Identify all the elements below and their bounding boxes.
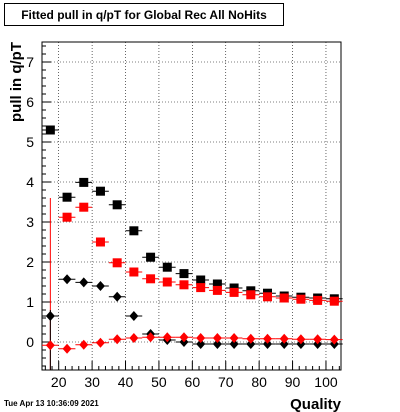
data-point <box>146 274 156 284</box>
data-point <box>112 258 122 268</box>
chart-title: Fitted pull in q/pT for Global Rec All N… <box>4 3 284 26</box>
data-point <box>296 334 306 345</box>
data-point <box>329 334 339 345</box>
data-point <box>95 337 105 348</box>
data-point <box>79 202 89 212</box>
data-point <box>179 269 189 279</box>
data-point <box>45 340 55 351</box>
x-tick-label: 30 <box>84 374 100 390</box>
x-tick-label: 20 <box>51 374 67 390</box>
data-point <box>95 186 105 196</box>
data-point <box>129 226 139 236</box>
data-point <box>263 333 273 344</box>
data-point <box>45 125 55 135</box>
data-point <box>279 333 289 344</box>
data-point <box>246 290 256 300</box>
data-point <box>263 292 273 302</box>
data-point <box>162 332 172 343</box>
data-point <box>296 294 306 304</box>
data-point <box>329 296 339 306</box>
data-point <box>196 283 206 293</box>
data-point <box>62 343 72 354</box>
y-tick-label: 2 <box>26 254 34 270</box>
data-point <box>112 334 122 345</box>
x-tick-label: 80 <box>251 374 267 390</box>
x-tick-label: 90 <box>285 374 301 390</box>
data-point <box>112 200 122 210</box>
data-point <box>313 334 323 345</box>
data-point <box>229 333 239 343</box>
data-point <box>196 333 206 343</box>
data-point <box>62 274 72 285</box>
data-point <box>79 339 89 350</box>
data-point <box>212 333 222 343</box>
data-point <box>279 293 289 303</box>
y-tick-label: 0 <box>26 334 34 350</box>
data-point <box>196 275 206 285</box>
data-point <box>95 281 105 291</box>
y-tick-label: 5 <box>26 134 34 150</box>
data-point <box>279 339 289 349</box>
y-tick-label: 6 <box>26 94 34 110</box>
data-point <box>179 332 189 343</box>
data-point <box>196 339 206 349</box>
x-tick-label: 70 <box>218 374 234 390</box>
data-point <box>229 339 239 349</box>
data-point <box>79 177 89 187</box>
y-axis-label: pull in q/pT <box>8 42 25 122</box>
data-point <box>62 192 72 202</box>
data-point <box>162 277 172 287</box>
data-point <box>95 237 105 247</box>
data-point <box>129 311 139 321</box>
data-point <box>45 311 55 321</box>
data-point <box>263 339 273 349</box>
data-point <box>212 285 222 295</box>
data-point <box>62 212 72 222</box>
y-tick-label: 7 <box>26 54 34 70</box>
data-point <box>179 280 189 290</box>
data-point <box>229 287 239 297</box>
data-point <box>212 339 222 349</box>
data-point <box>112 291 122 302</box>
x-tick-label: 40 <box>118 374 134 390</box>
y-tick-label: 1 <box>26 294 34 310</box>
x-tick-label: 50 <box>151 374 167 390</box>
y-tick-label: 4 <box>26 174 34 190</box>
data-point <box>129 267 139 277</box>
data-point <box>146 252 156 262</box>
data-point <box>146 332 156 343</box>
x-tick-label: 60 <box>185 374 201 390</box>
y-tick-label: 3 <box>26 214 34 230</box>
data-point <box>212 279 222 289</box>
x-axis-label: Quality <box>290 396 342 412</box>
data-point <box>129 333 139 343</box>
data-point <box>79 277 89 288</box>
data-point <box>162 262 172 272</box>
x-tick-label: 100 <box>314 374 338 390</box>
data-point <box>246 339 256 349</box>
data-point <box>313 295 323 305</box>
timestamp: Tue Apr 13 10:36:09 2021 <box>4 399 99 408</box>
data-point <box>246 333 256 344</box>
